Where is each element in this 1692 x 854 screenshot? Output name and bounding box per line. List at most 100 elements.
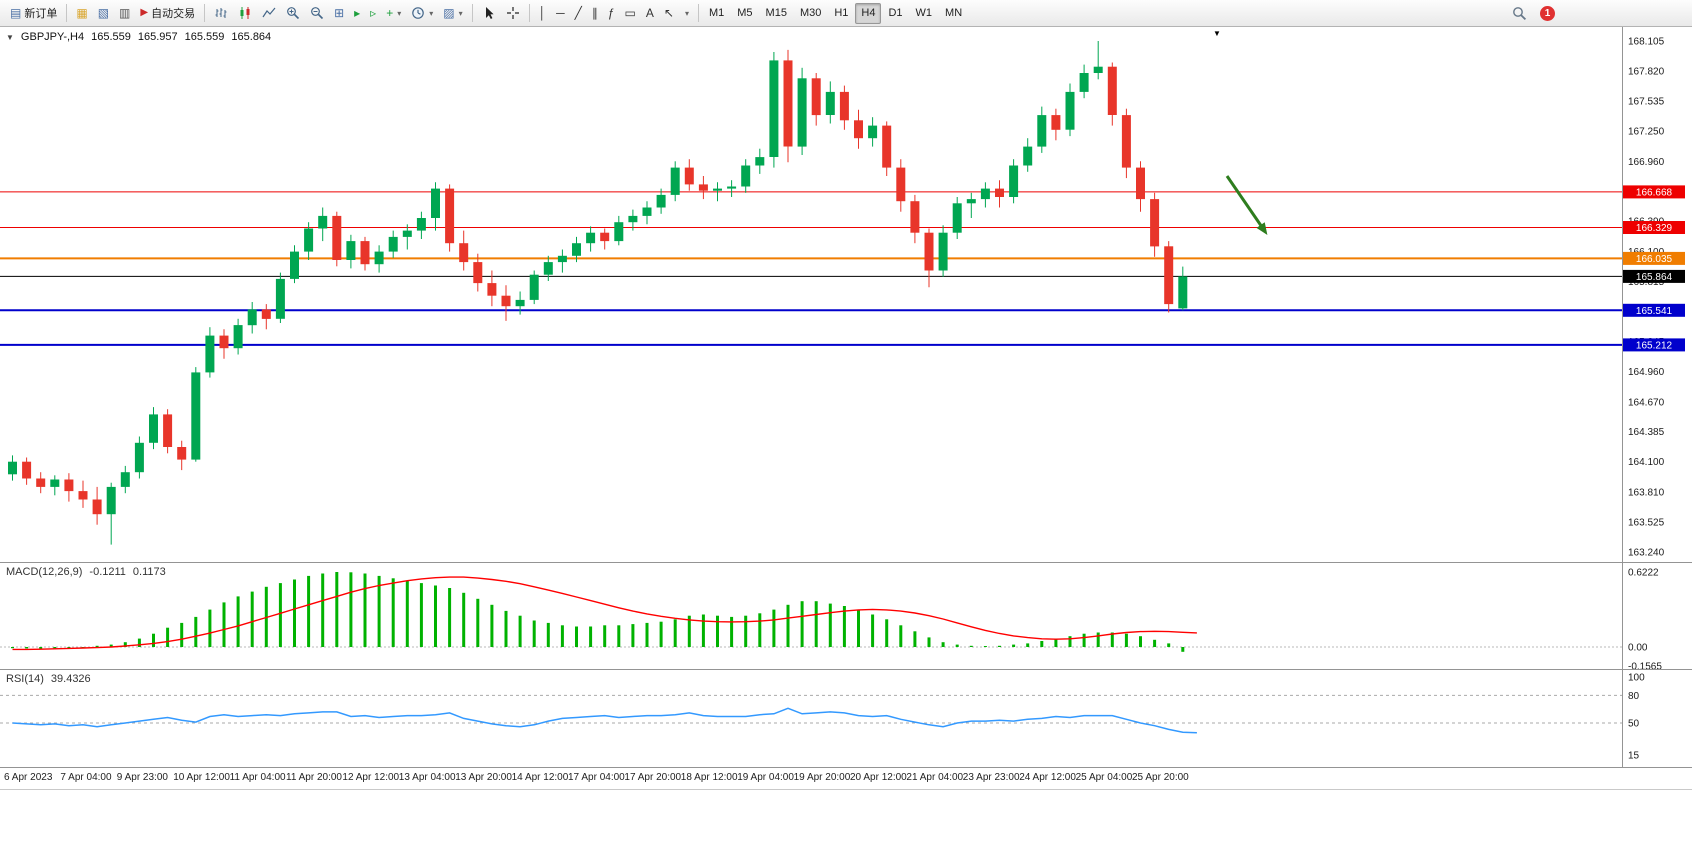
- candle-body: [938, 232, 948, 271]
- macd-panel[interactable]: MACD(12,26,9) -0.1211 0.1173 0.6222 0.00 -…: [0, 563, 1692, 670]
- rsi-axis-tick: 80: [1628, 691, 1640, 702]
- time-axis-label: 10 Apr 12:00: [173, 772, 230, 783]
- rsi-line: [12, 707, 1197, 734]
- arrow-tool-button[interactable]: ↖: [659, 3, 679, 24]
- more-tools-button[interactable]: ▾: [679, 3, 694, 24]
- indicators-button[interactable]: + ▾: [381, 3, 406, 24]
- trendline-tool-button[interactable]: ╱: [570, 3, 587, 24]
- profiles-button[interactable]: ▧: [93, 3, 114, 24]
- time-axis-label: 19 Apr 04:00: [737, 772, 794, 783]
- time-axis-label: 12 Apr 12:00: [342, 772, 400, 783]
- candle-body: [572, 243, 581, 256]
- candle-body: [1107, 66, 1117, 115]
- fibonacci-tool-button[interactable]: ƒ: [603, 3, 620, 24]
- templates-button[interactable]: ▨ ▾: [438, 3, 467, 24]
- candle-body: [980, 188, 990, 200]
- crosshair-button[interactable]: [501, 3, 525, 24]
- macd-chart[interactable]: 0.6222 0.00 -0.1565: [0, 563, 1692, 669]
- timeframe-H1-button[interactable]: H1: [828, 3, 854, 24]
- candle-body: [854, 120, 863, 139]
- text-tool-button[interactable]: A: [641, 3, 659, 24]
- chart-close-value: 165.864: [231, 31, 272, 43]
- toolbar-separator: [66, 4, 68, 22]
- horizontal-line-tool-button[interactable]: ─: [551, 3, 570, 24]
- zoom-in-icon: [287, 7, 300, 20]
- time-axis-label: 17 Apr 20:00: [624, 772, 682, 783]
- channel-tool-button[interactable]: ∥: [587, 3, 603, 24]
- timeframe-M15-button[interactable]: M15: [760, 3, 793, 24]
- candle-body: [614, 222, 624, 242]
- price-axis-tick: 163.240: [1628, 548, 1665, 559]
- candle-body: [1178, 276, 1188, 309]
- chart-shift-button[interactable]: ▹: [365, 3, 381, 24]
- rsi-label: RSI(14) 39.4326: [6, 673, 91, 685]
- candle-body: [219, 335, 229, 349]
- candle-body: [741, 165, 751, 187]
- new-order-button[interactable]: ▤ 新订单: [5, 3, 62, 24]
- auto-trading-button[interactable]: ▶ 自动交易: [135, 3, 200, 24]
- trend-arrow[interactable]: [1225, 175, 1268, 235]
- candle-body: [868, 125, 878, 139]
- shapes-tool-button[interactable]: ▭: [620, 3, 641, 24]
- candlestick-chart-button[interactable]: [233, 3, 257, 24]
- zoom-in-button[interactable]: [281, 3, 305, 24]
- candle-body: [1079, 73, 1089, 92]
- time-axis-label: 11 Apr 20:00: [286, 772, 342, 783]
- tile-windows-button[interactable]: ⊞: [329, 3, 349, 24]
- candle-body: [557, 255, 567, 263]
- timeframe-H4-button[interactable]: H4: [855, 2, 882, 24]
- new-chart-button[interactable]: ▦: [71, 3, 92, 24]
- line-chart-button[interactable]: [257, 3, 281, 24]
- price-axis-tick: 163.810: [1628, 488, 1665, 499]
- candle-body: [910, 201, 920, 233]
- time-axis-label: 23 Apr 23:00: [962, 772, 1020, 783]
- price-line-label: 165.212: [1623, 338, 1685, 352]
- vertical-line-tool-button[interactable]: │: [534, 3, 552, 24]
- chart-shift-icon: ▹: [370, 6, 377, 20]
- periods-button[interactable]: ▾: [406, 3, 438, 24]
- auto-scroll-button[interactable]: ▸: [349, 3, 365, 24]
- macd-signal-line: [12, 576, 1197, 651]
- notification-badge[interactable]: 1: [1540, 5, 1555, 21]
- macd-label: MACD(12,26,9) -0.1211 0.1173: [6, 566, 166, 578]
- candle-body: [1093, 66, 1103, 73]
- timeframe-M1-button[interactable]: M1: [703, 3, 730, 24]
- chart-scroll-marker-icon[interactable]: ▼: [1213, 29, 1221, 38]
- candle-body: [163, 414, 173, 447]
- rsi-chart[interactable]: 100 80 50 15: [0, 670, 1692, 767]
- zoom-out-button[interactable]: [305, 3, 329, 24]
- market-watch-button[interactable]: ▥: [114, 3, 135, 24]
- collapse-triangle-icon[interactable]: ▼: [6, 33, 14, 42]
- chart-info-line: ▼ GBPJPY-,H4 165.559 165.957 165.559 165…: [6, 31, 271, 43]
- timeframe-M30-button[interactable]: M30: [794, 3, 827, 24]
- bar-chart-button[interactable]: [209, 3, 233, 24]
- svg-text:165.541: 165.541: [1636, 306, 1673, 317]
- chevron-down-icon: ▾: [397, 8, 402, 18]
- candle-body: [952, 203, 962, 233]
- candle-body: [346, 241, 356, 260]
- toolbar: ▤ 新订单 ▦ ▧ ▥ ▶ 自动交易: [0, 0, 1692, 27]
- macd-histogram: [11, 572, 1185, 652]
- rsi-panel[interactable]: RSI(14) 39.4326 100 80 50 15: [0, 670, 1692, 768]
- cursor-button[interactable]: [477, 3, 501, 24]
- timeframe-D1-button[interactable]: D1: [882, 3, 908, 24]
- candle-body: [684, 167, 694, 185]
- candle-body: [825, 91, 835, 115]
- search-button[interactable]: [1507, 3, 1532, 24]
- price-axis-tick: 164.960: [1628, 367, 1665, 378]
- auto-scroll-icon: ▸: [354, 6, 361, 20]
- time-axis[interactable]: 6 Apr 2023 7 Apr 04:00 9 Apr 23:00 10 Apr 1…: [0, 768, 1692, 790]
- price-chart-panel[interactable]: ▼ GBPJPY-,H4 165.559 165.957 165.559 165…: [0, 27, 1692, 563]
- timeframe-M5-button[interactable]: M5: [731, 3, 758, 24]
- candle-body: [1164, 246, 1174, 305]
- rsi-name: RSI(14): [6, 673, 44, 685]
- candlestick-chart[interactable]: 168.105 167.820 167.535 167.250 166.960 166.6…: [0, 27, 1692, 562]
- timeframe-MN-button[interactable]: MN: [939, 3, 968, 24]
- time-axis-label: 25 Apr 20:00: [1132, 772, 1189, 783]
- timeframe-W1-button[interactable]: W1: [910, 3, 939, 24]
- candle-body: [995, 188, 1004, 197]
- chevron-down-icon: ▾: [458, 8, 463, 18]
- candlestick-chart-icon: [240, 7, 250, 19]
- candle-body: [388, 236, 398, 252]
- timeframe-toolbar: M1 M5 M15 M30 H1 H4 D1 W1 MN: [703, 2, 968, 24]
